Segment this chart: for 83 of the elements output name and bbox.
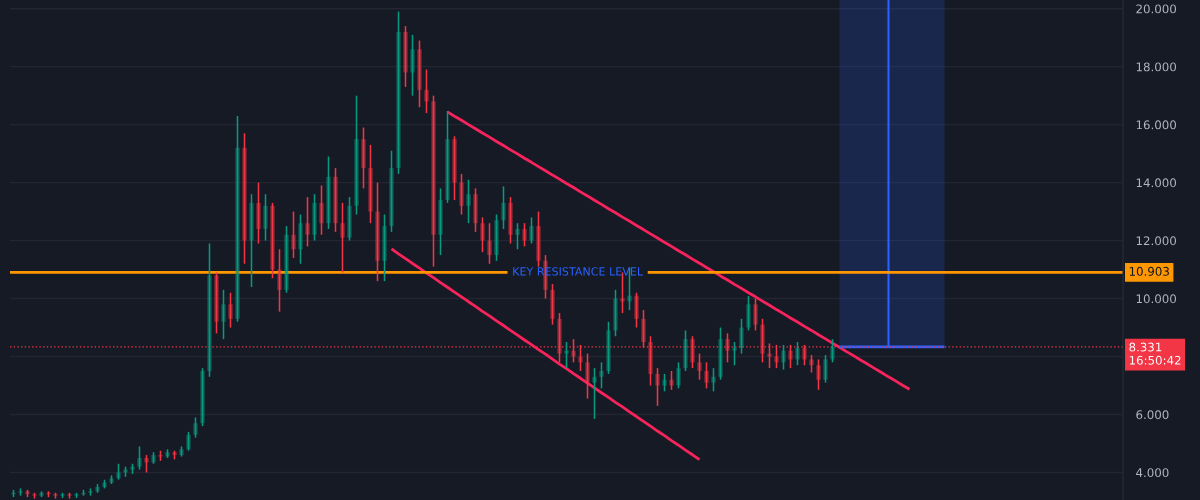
candlestick bbox=[732, 341, 737, 366]
candlestick bbox=[494, 213, 499, 262]
candlestick bbox=[501, 185, 506, 230]
candlestick bbox=[312, 193, 317, 242]
candlestick bbox=[655, 367, 660, 407]
line-series bbox=[446, 110, 911, 391]
candlestick bbox=[522, 222, 527, 248]
candlestick bbox=[249, 193, 254, 288]
candlestick bbox=[459, 173, 464, 216]
candlestick bbox=[746, 295, 751, 332]
candlestick bbox=[641, 309, 646, 349]
candlestick bbox=[417, 39, 422, 109]
candlestick bbox=[319, 184, 324, 236]
line-series bbox=[390, 247, 701, 462]
candlestick bbox=[361, 126, 366, 190]
candlestick bbox=[396, 10, 401, 175]
candlestick bbox=[235, 115, 240, 323]
candlestick bbox=[550, 283, 555, 326]
candlestick bbox=[704, 361, 709, 390]
candlestick bbox=[333, 167, 338, 233]
candlestick bbox=[270, 202, 275, 280]
candlestick bbox=[228, 291, 233, 329]
ref-line-label: 10.903 bbox=[1129, 266, 1169, 276]
candlestick bbox=[200, 367, 205, 427]
candlestick bbox=[718, 326, 723, 381]
candlestick bbox=[137, 445, 142, 471]
candlestick bbox=[277, 248, 282, 313]
candlestick bbox=[466, 178, 471, 224]
ref-line-label: 8.331 16:50:42 bbox=[1129, 342, 1181, 365]
candlestick bbox=[480, 216, 485, 253]
candlestick bbox=[256, 181, 261, 245]
candlestick bbox=[193, 416, 198, 439]
candlestick bbox=[221, 289, 226, 340]
candlestick bbox=[445, 110, 450, 204]
candlestick bbox=[368, 144, 373, 224]
candlestick bbox=[473, 187, 478, 233]
y-tick-label: 12.000 bbox=[1136, 236, 1177, 246]
y-tick-label: 4.000 bbox=[1136, 468, 1169, 478]
candlestick bbox=[410, 34, 415, 97]
candlestick bbox=[683, 329, 688, 372]
y-tick-label: 20.000 bbox=[1136, 4, 1177, 14]
candlestick bbox=[823, 354, 828, 384]
candlestick bbox=[403, 25, 408, 88]
candlestick bbox=[375, 181, 380, 282]
candlestick bbox=[354, 94, 359, 216]
y-tick-label: 10.000 bbox=[1136, 294, 1177, 304]
candlestick bbox=[347, 196, 352, 242]
candlestick bbox=[564, 341, 569, 369]
y-tick-label: 18.000 bbox=[1136, 62, 1177, 72]
candlestick bbox=[214, 271, 219, 335]
candlestick bbox=[438, 187, 443, 256]
candlestick bbox=[452, 135, 457, 201]
candlestick bbox=[382, 213, 387, 282]
y-tick-label: 16.000 bbox=[1136, 120, 1177, 130]
candlestick bbox=[389, 149, 394, 233]
candlestick bbox=[585, 352, 590, 400]
candlestick bbox=[284, 225, 289, 294]
y-tick-label: 14.000 bbox=[1136, 178, 1177, 188]
candlestick bbox=[326, 155, 331, 230]
candlestick bbox=[242, 132, 247, 265]
candlestick bbox=[340, 202, 345, 274]
candlestick bbox=[739, 318, 744, 355]
candlestick bbox=[634, 291, 639, 329]
candlestick bbox=[305, 196, 310, 248]
candlestick bbox=[431, 94, 436, 268]
candlestick bbox=[613, 289, 618, 337]
candlestick bbox=[816, 358, 821, 391]
candlestick bbox=[606, 320, 611, 375]
candlestick bbox=[515, 222, 520, 251]
candlestick bbox=[207, 242, 212, 378]
candlestick bbox=[592, 367, 597, 420]
candlestick bbox=[676, 361, 681, 390]
candlestick bbox=[529, 216, 534, 245]
candlestick bbox=[298, 213, 303, 265]
candlestick bbox=[711, 367, 716, 393]
candlestick bbox=[536, 210, 541, 268]
candlestick bbox=[263, 193, 268, 242]
candlestick bbox=[753, 297, 758, 332]
y-tick-label: 6.000 bbox=[1136, 410, 1169, 420]
candlestick bbox=[599, 361, 604, 390]
candlestick bbox=[669, 370, 674, 391]
candlestick bbox=[508, 196, 513, 245]
candlestick bbox=[697, 352, 702, 381]
